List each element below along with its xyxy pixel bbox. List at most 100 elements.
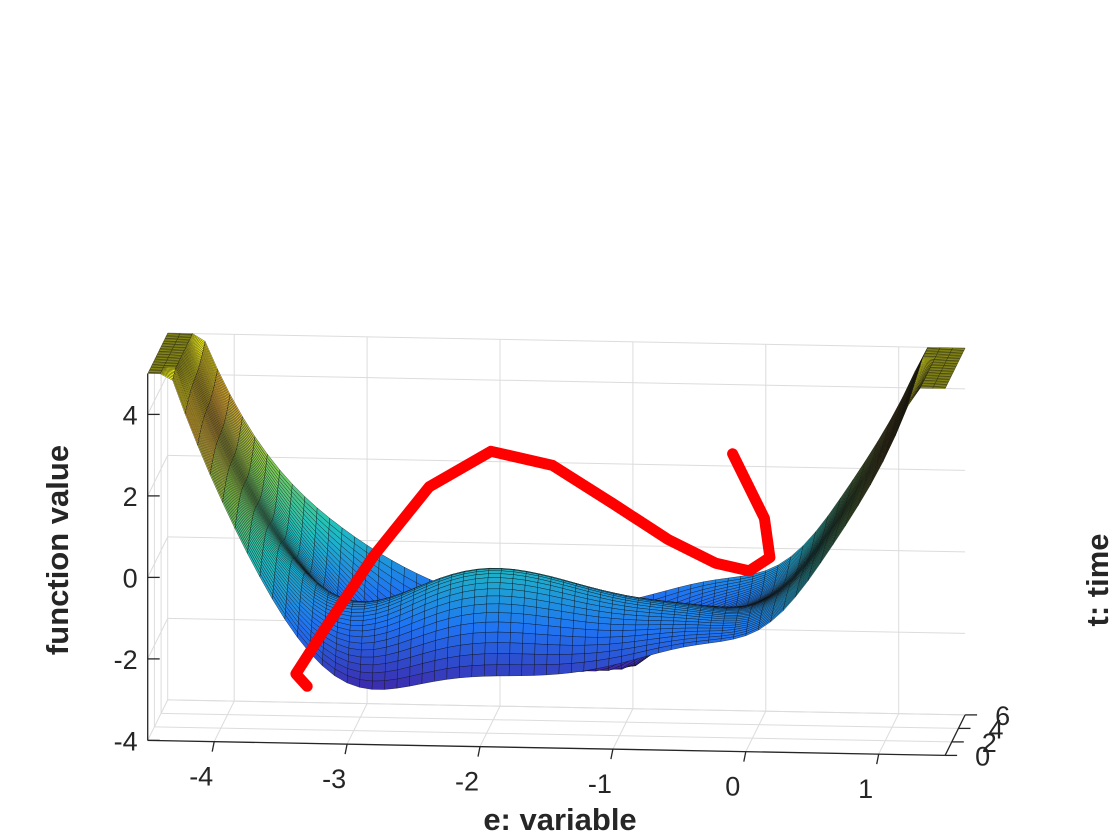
surface-patch — [497, 631, 511, 644]
surface-patch — [521, 643, 536, 655]
surface-patch — [459, 654, 473, 668]
grid-line-floor-t — [161, 712, 959, 729]
surface-patch — [485, 621, 499, 633]
surface-patch — [571, 644, 586, 655]
surface-patch — [660, 616, 675, 622]
grid-line-side-z — [147, 455, 169, 497]
surface-patch — [919, 387, 934, 389]
surface-patch — [511, 596, 525, 606]
surface-patch — [535, 615, 549, 627]
axes-lines — [147, 373, 978, 765]
grid-line-back-top — [167, 332, 966, 349]
surface-patch — [472, 621, 487, 634]
surface-patch — [609, 630, 624, 638]
surface-patch — [534, 653, 548, 666]
surface-patch — [483, 664, 498, 677]
y-tick-label: 4 — [989, 714, 1004, 744]
surface-patch — [496, 664, 510, 677]
z-axis-label: function value — [40, 445, 75, 655]
x-axis-label: e: variable — [483, 802, 636, 837]
surface-patch — [560, 626, 574, 637]
surface-patch — [559, 653, 573, 665]
grid-line-floor-e — [346, 703, 368, 745]
surface-patch — [622, 624, 637, 631]
surface-patch — [499, 582, 513, 590]
surface-patch — [361, 635, 375, 644]
surface-patch — [558, 663, 572, 675]
surface-patch — [486, 603, 500, 613]
surface-patch — [509, 642, 523, 655]
surface-patch — [473, 603, 487, 614]
surface-patch — [485, 612, 500, 623]
surface-patch — [471, 653, 486, 666]
x-tick-mark — [876, 753, 880, 765]
y-tick-label: 6 — [995, 701, 1010, 731]
surface-patch — [484, 631, 499, 644]
surface-patch — [572, 620, 587, 630]
surface-patch — [547, 616, 562, 628]
surface-patch — [372, 671, 386, 682]
surface-patch — [458, 665, 473, 679]
surface-patch — [932, 387, 946, 389]
surface-patch — [474, 588, 488, 598]
surface-patch — [498, 612, 512, 623]
surface-patch — [597, 629, 611, 638]
surface-patch — [685, 624, 699, 629]
surface-patch — [498, 603, 512, 614]
grid-line-side-z — [147, 699, 169, 741]
surface-patch — [484, 653, 498, 666]
surface-patch — [472, 642, 486, 655]
surface-patch — [597, 623, 612, 631]
surface-patch — [572, 636, 586, 646]
surface-patch — [560, 618, 574, 629]
surface-patch — [585, 621, 599, 631]
surface-patch — [349, 624, 364, 632]
surface-patch — [499, 588, 513, 597]
surface-patch — [498, 595, 513, 605]
surface-patch — [559, 644, 573, 655]
surface-patch — [350, 620, 364, 626]
surface-patch — [533, 664, 548, 676]
surface-patch — [709, 625, 724, 629]
surface-patch — [497, 642, 511, 654]
y-axis-label: t: time — [1080, 534, 1115, 627]
grid-line-floor-e — [745, 710, 767, 752]
x-tick-mark — [743, 751, 747, 762]
surface-patch — [585, 629, 599, 638]
surface-patch — [497, 621, 512, 633]
surface-patch — [350, 615, 364, 621]
grid-line-side-z — [147, 618, 169, 660]
surface-patch — [546, 663, 560, 676]
surface-patch — [487, 582, 501, 590]
surface-patch — [584, 644, 598, 654]
surface-patch — [648, 620, 662, 626]
surface-patch — [522, 623, 537, 635]
surface-patch — [571, 653, 585, 664]
grid-line-back-z — [167, 699, 966, 716]
x-tick-label: -2 — [455, 767, 479, 797]
surface-patch — [359, 679, 373, 690]
surface-patch — [534, 643, 548, 655]
grid-line-floor-t — [154, 726, 952, 743]
surface-patch — [623, 619, 637, 626]
surface-patch — [697, 624, 711, 629]
surface-patch — [635, 615, 650, 621]
grid-line-floor-e — [479, 705, 501, 747]
surface-patch — [623, 614, 637, 621]
surface-patch — [535, 624, 549, 636]
z-tick-label: -4 — [114, 726, 138, 756]
x-tick-label: -1 — [588, 769, 612, 799]
surface-patch — [546, 654, 560, 665]
surface-patch — [351, 604, 366, 607]
surface-mesh — [147, 332, 966, 690]
surface-patch — [360, 664, 374, 674]
surface-patch — [534, 633, 549, 645]
grid-line-back-z — [167, 373, 966, 390]
surface-patch — [486, 595, 500, 605]
surface-patch — [584, 636, 598, 646]
surface-patch — [350, 612, 365, 617]
surface-patch — [488, 570, 502, 574]
trajectory-line — [290, 445, 776, 692]
z-tick-label: 0 — [123, 563, 138, 593]
